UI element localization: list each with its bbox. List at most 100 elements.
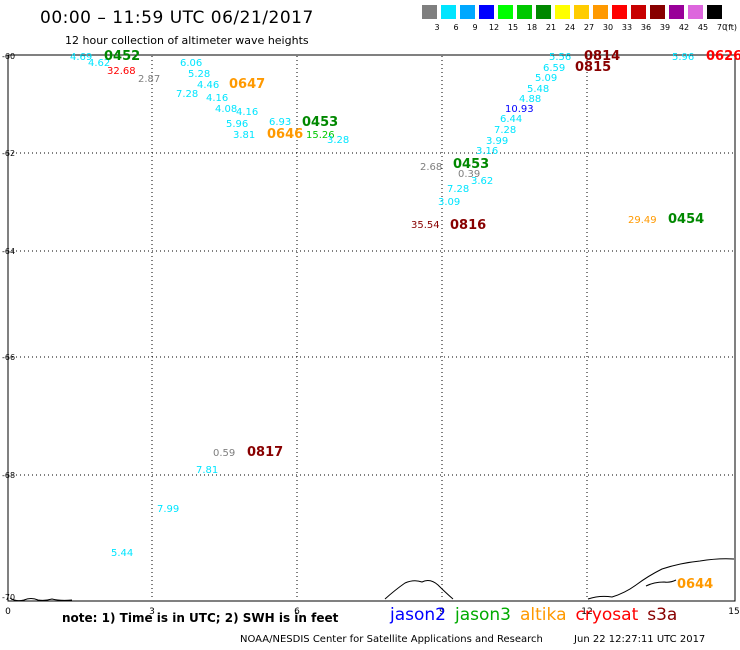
y-tick-label: -70 (2, 593, 15, 602)
legend-item-cryosat: cryosat (575, 605, 639, 625)
wave-height-label: 4.08 (215, 104, 237, 115)
scale-swatch (517, 5, 532, 19)
pass-time-label: 0452 (104, 49, 140, 64)
wave-height-label: 0.39 (458, 169, 480, 180)
legend-item-jason2: jason2 (390, 605, 446, 625)
scale-label: 18 (526, 23, 538, 32)
scale-swatch (669, 5, 684, 19)
generated-timestamp: Jun 22 12:27:11 UTC 2017 (574, 634, 706, 645)
credit-line: NOAA/NESDIS Center for Satellite Applica… (240, 634, 705, 645)
satellite-legend: jason2 jason3 altika cryosat s3a (390, 605, 686, 625)
scale-label: 45 (697, 23, 709, 32)
x-tick-label: 9 (439, 607, 445, 617)
coastline (9, 558, 735, 602)
wave-height-label: 5.09 (535, 73, 557, 84)
wave-height-label: 7.28 (176, 89, 198, 100)
pass-time-label: 0453 (302, 115, 338, 130)
scale-label: 12 (488, 23, 500, 32)
wave-height-label: 3.09 (438, 197, 460, 208)
wave-height-label: 4.69 (70, 52, 92, 63)
wave-height-label: 5.48 (527, 84, 549, 95)
scale-swatch (441, 5, 456, 19)
pass-time-label: 0816 (450, 218, 486, 233)
wave-height-label: 6.44 (500, 114, 522, 125)
scale-swatch (536, 5, 551, 19)
pass-time-label: 0644 (677, 577, 713, 592)
wave-height-label: 6.59 (543, 63, 565, 74)
wave-height-label: 7.28 (494, 125, 516, 136)
scale-swatch (631, 5, 646, 19)
observation-labels: 4.694.62045232.682.876.065.284.467.28064… (70, 49, 740, 592)
map-subtitle: 12 hour collection of altimeter wave hei… (65, 34, 309, 47)
wave-height-label: 2.68 (420, 162, 442, 173)
wave-height-label: 4.16 (236, 107, 258, 118)
wave-height-label: 32.68 (107, 66, 136, 77)
scale-label: 24 (564, 23, 576, 32)
scale-label: 70 (716, 23, 728, 32)
wave-height-label: 5.96 (226, 119, 248, 130)
scale-unit-label: (ft) (724, 23, 738, 32)
scale-label: 27 (583, 23, 595, 32)
scale-label: 15 (507, 23, 519, 32)
credit-text: NOAA/NESDIS Center for Satellite Applica… (240, 634, 543, 645)
wave-height-label: 3.16 (476, 146, 498, 157)
lat-lon-grid: 0 3 6 9 12 15 -60 -62 -64 -66 -68 -70 (2, 52, 740, 617)
wave-height-label: 4.88 (519, 94, 541, 105)
scale-label: 42 (678, 23, 690, 32)
y-tick-label: -68 (2, 471, 15, 480)
scale-swatch (555, 5, 570, 19)
wave-height-label: 4.16 (206, 93, 228, 104)
coastline-central (384, 580, 454, 600)
scale-swatch (650, 5, 665, 19)
x-tick-label: 6 (294, 607, 300, 617)
legend-item-altika: altika (520, 605, 567, 625)
wave-height-label: 3.81 (233, 130, 255, 141)
wave-height-label: 5.56 (549, 52, 571, 63)
pass-time-label: 0647 (229, 77, 265, 92)
scale-swatch (574, 5, 589, 19)
wave-height-label: 10.93 (505, 104, 534, 115)
scale-label: 33 (621, 23, 633, 32)
wave-height-label: 3.28 (327, 135, 349, 146)
scale-swatch (422, 5, 437, 19)
pass-time-label: 0814 (584, 49, 620, 64)
scale-swatch (688, 5, 703, 19)
wave-height-label: 35.54 (411, 220, 440, 231)
map-title: 00:00 – 11:59 UTC 06/21/2017 (40, 8, 314, 28)
scale-label: 9 (472, 23, 478, 32)
x-tick-label: 15 (728, 607, 739, 617)
x-tick-label: 3 (149, 607, 155, 617)
scale-swatch (460, 5, 475, 19)
pass-time-label: 0815 (575, 60, 611, 75)
coastline-east-inlet (645, 579, 677, 587)
wave-height-label: 5.96 (672, 52, 694, 63)
scale-swatch (707, 5, 722, 19)
coastline-west (9, 597, 73, 602)
map-frame (7, 54, 736, 602)
scale-label: 21 (545, 23, 557, 32)
y-tick-label: -64 (2, 247, 15, 256)
scale-label: 6 (453, 23, 459, 32)
y-tick-label: -66 (2, 353, 15, 362)
scale-swatch (479, 5, 494, 19)
scale-label: 3 (434, 23, 440, 32)
wave-height-label: 29.49 (628, 215, 657, 226)
scale-label: 30 (602, 23, 614, 32)
wave-height-label: 7.28 (447, 184, 469, 195)
wave-height-label: 6.06 (180, 58, 202, 69)
pass-time-label: 0454 (668, 212, 704, 227)
scale-swatch (498, 5, 513, 19)
scale-swatch (612, 5, 627, 19)
scale-label: 39 (659, 23, 671, 32)
wave-height-label: 4.46 (197, 80, 219, 91)
scale-label: 36 (640, 23, 652, 32)
pass-time-label: 0817 (247, 445, 283, 460)
y-tick-label: -62 (2, 149, 15, 158)
wave-height-label: 6.93 (269, 117, 291, 128)
coastline-east (587, 558, 735, 600)
x-tick-label: 0 (5, 607, 11, 617)
scale-swatch (593, 5, 608, 19)
wave-height-label: 15.26 (306, 130, 335, 141)
pass-time-label: 0626 (706, 49, 740, 64)
wave-height-label: 7.81 (196, 465, 218, 476)
